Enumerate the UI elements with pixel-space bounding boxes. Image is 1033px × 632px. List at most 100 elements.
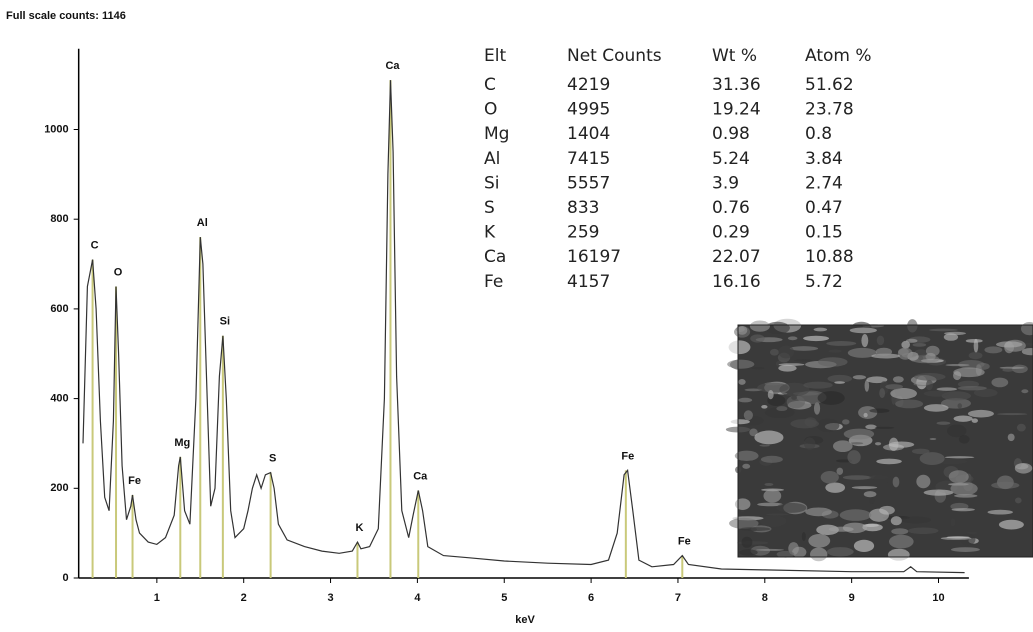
texture [936, 387, 957, 391]
table-header: Net Counts [567, 46, 662, 66]
texture [957, 403, 963, 409]
texture [947, 424, 967, 438]
texture [834, 381, 846, 384]
table-cell: 5.72 [805, 272, 843, 292]
y-tick-label: 1000 [44, 123, 68, 135]
texture [907, 319, 918, 333]
texture [944, 456, 975, 459]
table-cell: 10.88 [805, 247, 854, 267]
peak-label: Mg [174, 437, 190, 449]
texture [842, 475, 872, 480]
texture [759, 515, 787, 527]
texture [769, 348, 779, 356]
texture [786, 395, 806, 409]
texture [847, 450, 861, 465]
texture [778, 363, 805, 366]
texture [813, 327, 828, 332]
table-cell: 0.15 [805, 223, 843, 243]
texture [817, 357, 848, 367]
texture [925, 345, 940, 357]
table-cell: Fe [484, 272, 503, 292]
texture [907, 527, 939, 535]
texture [892, 476, 900, 488]
texture [803, 381, 833, 389]
table-cell: 3.84 [805, 149, 843, 169]
texture [776, 502, 807, 513]
x-tick-label: 9 [849, 592, 855, 604]
peak-label: Fe [128, 475, 141, 487]
texture [863, 491, 877, 498]
texture [885, 384, 903, 390]
texture [760, 455, 783, 463]
table-cell: C [484, 75, 496, 95]
texture [836, 467, 844, 475]
texture [945, 363, 970, 367]
table-cell: 5557 [567, 173, 610, 193]
texture [995, 341, 1023, 348]
texture [997, 413, 1028, 416]
texture [991, 481, 1020, 489]
y-tick-label: 800 [50, 213, 68, 225]
table-cell: 2.74 [805, 173, 843, 193]
table-cell: 0.98 [712, 124, 750, 144]
texture [741, 536, 753, 548]
texture [729, 517, 759, 529]
texture [892, 376, 904, 383]
texture [847, 347, 877, 358]
texture [875, 442, 882, 446]
x-tick-label: 2 [241, 592, 247, 604]
texture [944, 331, 966, 336]
texture [876, 458, 902, 465]
texture [1014, 462, 1033, 474]
texture [764, 407, 795, 419]
texture [827, 374, 853, 383]
x-tick-label: 1 [154, 592, 160, 604]
peak-label: Fe [678, 535, 691, 547]
texture [916, 474, 931, 489]
peak-label: Si [220, 316, 230, 328]
texture [728, 340, 751, 355]
texture [876, 335, 885, 346]
texture [763, 489, 782, 503]
table-cell: 19.24 [712, 100, 761, 120]
table-cell: 0.47 [805, 198, 843, 218]
texture [750, 334, 765, 343]
texture [953, 415, 973, 422]
texture [950, 481, 978, 496]
texture [825, 482, 846, 493]
table-cell: S [484, 198, 495, 218]
table-header: Atom % [805, 46, 872, 66]
texture [828, 349, 842, 353]
texture [853, 539, 875, 552]
texture [791, 395, 797, 400]
texture [1021, 347, 1033, 356]
texture [862, 523, 879, 527]
image-border [737, 324, 1033, 558]
texture [739, 549, 758, 556]
texture [738, 397, 753, 403]
peak-label: O [114, 266, 123, 278]
texture [826, 341, 857, 346]
texture [971, 418, 978, 423]
texture [776, 550, 795, 558]
texture [849, 442, 864, 445]
texture [888, 534, 914, 549]
table-cell: 16.16 [712, 272, 761, 292]
texture [973, 338, 979, 353]
texture [843, 428, 875, 440]
peak-label: Ca [413, 470, 428, 482]
texture [826, 547, 854, 557]
table-cell: 51.62 [805, 75, 854, 95]
peak-label: Al [197, 217, 208, 229]
texture [734, 326, 751, 338]
table-cell: 0.76 [712, 198, 750, 218]
texture [756, 548, 785, 551]
x-tick-label: 8 [762, 592, 768, 604]
texture [757, 502, 783, 507]
texture [820, 471, 839, 484]
texture [865, 424, 877, 430]
texture [891, 528, 909, 535]
texture [901, 352, 917, 358]
table-cell: Al [484, 149, 500, 169]
